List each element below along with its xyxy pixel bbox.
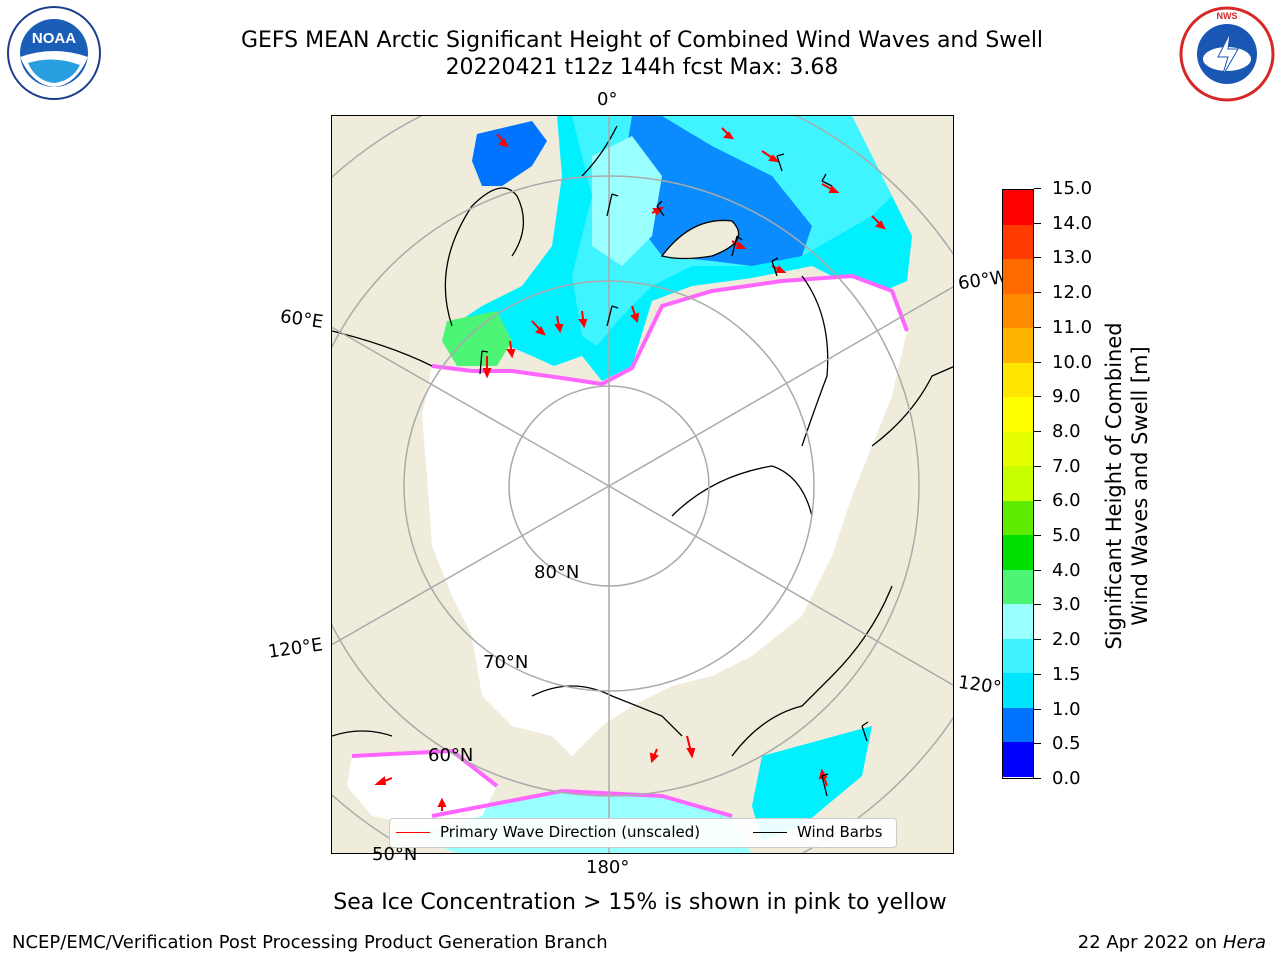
colorbar-tick-label: 13.0 xyxy=(1052,247,1092,268)
colorbar-tick xyxy=(1034,500,1041,501)
map-canvas xyxy=(332,116,954,854)
lat-label-80: 80°N xyxy=(534,562,579,583)
colorbar-segment xyxy=(1003,190,1033,225)
colorbar-tick xyxy=(1034,188,1041,189)
colorbar-tick-label: 8.0 xyxy=(1052,421,1081,442)
colorbar-tick-label: 0.0 xyxy=(1052,768,1081,789)
colorbar-tick-label: 14.0 xyxy=(1052,213,1092,234)
credit-branch: NCEP/EMC/Verification Post Processing Pr… xyxy=(12,932,608,953)
colorbar-segment xyxy=(1003,639,1033,674)
legend-wind-barbs: Wind Barbs xyxy=(797,823,882,841)
colorbar-tick-label: 1.0 xyxy=(1052,699,1081,720)
lon-label-120e: 120°E xyxy=(267,634,324,662)
colorbar-tick xyxy=(1034,674,1041,675)
colorbar-tick xyxy=(1034,778,1041,779)
colorbar-tick-label: 5.0 xyxy=(1052,525,1081,546)
colorbar-title-line2: Wind Waves and Swell [m] xyxy=(1127,276,1153,696)
colorbar-segment xyxy=(1003,708,1033,743)
colorbar-segment xyxy=(1003,397,1033,432)
colorbar-tick-label: 2.0 xyxy=(1052,629,1081,650)
colorbar-tick-label: 3.0 xyxy=(1052,594,1081,615)
wind-barb-swatch xyxy=(753,832,787,833)
colorbar-segment xyxy=(1003,570,1033,605)
colorbar xyxy=(1002,189,1034,779)
credit-date-text: 22 Apr 2022 on xyxy=(1078,932,1217,953)
colorbar-tick xyxy=(1034,327,1041,328)
sea-ice-note: Sea Ice Concentration > 15% is shown in … xyxy=(0,890,1280,915)
chart-title: GEFS MEAN Arctic Significant Height of C… xyxy=(0,28,1280,53)
colorbar-tick-label: 6.0 xyxy=(1052,490,1081,511)
lon-label-0: 0° xyxy=(597,89,617,110)
colorbar-segment xyxy=(1003,604,1033,639)
colorbar-tick xyxy=(1034,257,1041,258)
colorbar-tick xyxy=(1034,743,1041,744)
colorbar-tick-label: 11.0 xyxy=(1052,317,1092,338)
colorbar-tick xyxy=(1034,570,1041,571)
colorbar-segment xyxy=(1003,294,1033,329)
colorbar-tick xyxy=(1034,604,1041,605)
noaa-logo-text: NOAA xyxy=(32,30,76,47)
lat-label-60: 60°N xyxy=(428,745,473,766)
lon-label-180: 180° xyxy=(586,857,629,878)
lon-label-60e: 60°E xyxy=(279,306,325,333)
noaa-logo: NOAA xyxy=(6,5,102,101)
colorbar-tick-label: 4.0 xyxy=(1052,560,1081,581)
colorbar-tick-label: 10.0 xyxy=(1052,352,1092,373)
colorbar-tick xyxy=(1034,466,1041,467)
credit-date: 22 Apr 2022 on Hera xyxy=(1078,932,1266,953)
colorbar-segment xyxy=(1003,535,1033,570)
colorbar-segment xyxy=(1003,501,1033,536)
colorbar-title: Significant Height of Combined Wind Wave… xyxy=(1101,276,1153,696)
colorbar-tick xyxy=(1034,431,1041,432)
legend-wave-direction: Primary Wave Direction (unscaled) xyxy=(440,823,700,841)
colorbar-tick-label: 0.5 xyxy=(1052,733,1081,754)
colorbar-segment xyxy=(1003,363,1033,398)
colorbar-tick xyxy=(1034,639,1041,640)
svg-text:NWS: NWS xyxy=(1217,11,1238,21)
nws-logo: NWS xyxy=(1178,5,1276,103)
colorbar-title-line1: Significant Height of Combined xyxy=(1101,276,1127,696)
colorbar-segment xyxy=(1003,742,1033,777)
colorbar-tick-label: 12.0 xyxy=(1052,282,1092,303)
polar-map xyxy=(331,115,954,854)
wave-direction-swatch xyxy=(396,832,430,833)
chart-subtitle: 20220421 t12z 144h fcst Max: 3.68 xyxy=(0,55,1280,80)
colorbar-tick xyxy=(1034,396,1041,397)
colorbar-tick xyxy=(1034,709,1041,710)
colorbar-segment xyxy=(1003,673,1033,708)
credit-host: Hera xyxy=(1223,932,1266,953)
lat-label-70: 70°N xyxy=(483,652,528,673)
colorbar-tick xyxy=(1034,362,1041,363)
colorbar-segment xyxy=(1003,466,1033,501)
colorbar-segment xyxy=(1003,328,1033,363)
colorbar-tick xyxy=(1034,292,1041,293)
ocean-regions xyxy=(347,116,912,854)
colorbar-segment xyxy=(1003,225,1033,260)
colorbar-tick xyxy=(1034,223,1041,224)
colorbar-tick-label: 9.0 xyxy=(1052,386,1081,407)
colorbar-tick xyxy=(1034,535,1041,536)
colorbar-segment xyxy=(1003,259,1033,294)
colorbar-tick-label: 7.0 xyxy=(1052,456,1081,477)
colorbar-tick-label: 15.0 xyxy=(1052,178,1092,199)
colorbar-segment xyxy=(1003,432,1033,467)
map-legend: Primary Wave Direction (unscaled) Wind B… xyxy=(389,818,897,848)
colorbar-tick-label: 1.5 xyxy=(1052,664,1081,685)
